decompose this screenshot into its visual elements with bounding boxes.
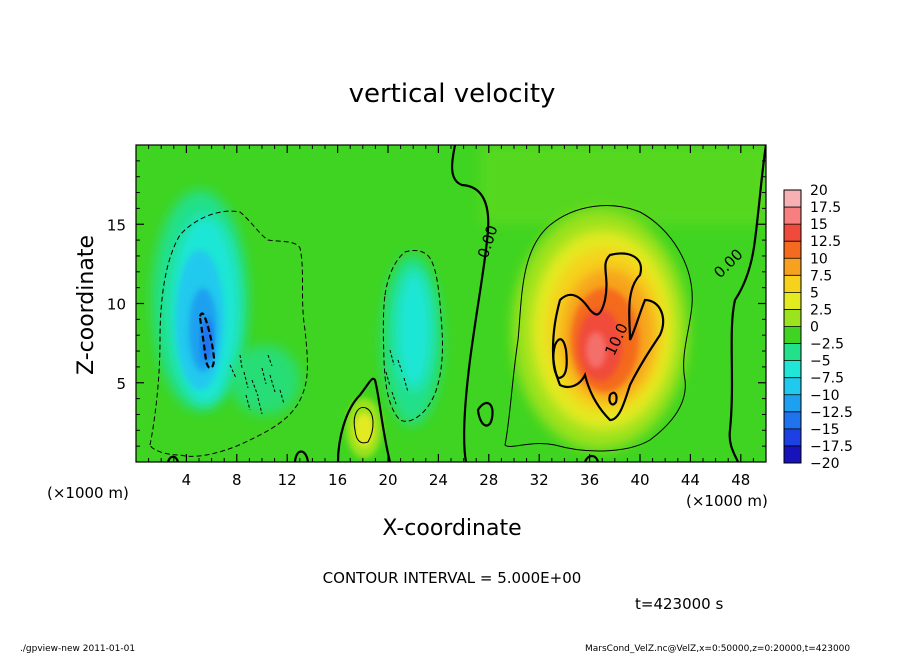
x-tick-label: 16 [328, 471, 347, 489]
colorbar-label: −5 [810, 354, 831, 370]
colorbar-label: 7.5 [810, 268, 832, 284]
y-tick-label: 5 [116, 375, 126, 393]
colorbar-swatch [784, 224, 801, 242]
y-axis-label: Z-coordinate [74, 235, 99, 375]
x-tick-label: 24 [429, 471, 448, 489]
colorbar-swatch [784, 207, 801, 225]
x-tick-label: 44 [681, 471, 700, 489]
colorbar-label: −20 [810, 456, 840, 472]
colorbar-swatch [784, 377, 801, 395]
y-axis: 5 10 15 [107, 160, 766, 447]
x-tick-label: 12 [278, 471, 297, 489]
y-tick-label: 15 [107, 216, 126, 234]
contour-interval-text: CONTOUR INTERVAL = 5.000E+00 [323, 569, 582, 587]
colorbar-swatch [784, 394, 801, 412]
colorbar-label: −17.5 [810, 439, 853, 455]
x-tick-label: 48 [731, 471, 750, 489]
colorbar-label: 20 [810, 183, 828, 199]
colorbar-swatch [784, 343, 801, 361]
colorbar-swatch [784, 258, 801, 276]
colorbar-label: 5 [810, 285, 819, 301]
colorbar-swatch [784, 292, 801, 310]
colorbar-swatch [784, 241, 801, 259]
colorbar-swatch [784, 275, 801, 293]
colorbar-label: 10 [810, 251, 828, 267]
x-axis-label: X-coordinate [382, 516, 521, 541]
x-tick-label: 8 [232, 471, 242, 489]
colorbar-swatch [784, 190, 801, 208]
colorbar-swatch [784, 309, 801, 327]
x-tick-label: 4 [182, 471, 192, 489]
chart-title: vertical velocity [349, 79, 556, 109]
y-unit-label: (×1000 m) [47, 484, 129, 502]
contours [149, 145, 766, 462]
colorbar-label: −2.5 [810, 337, 844, 353]
colorbar-label: −15 [810, 422, 840, 438]
colorbar-label: −7.5 [810, 371, 844, 387]
x-tick-label: 20 [378, 471, 397, 489]
colorbar-label: 17.5 [810, 200, 841, 216]
colorbar-swatch [784, 360, 801, 378]
y-tick-label: 10 [107, 296, 126, 314]
x-tick-label: 28 [479, 471, 498, 489]
x-tick-label: 36 [580, 471, 599, 489]
colorbar-label: −10 [810, 388, 840, 404]
colorbar-label: 0 [810, 320, 819, 336]
colorbar-swatch [784, 326, 801, 344]
colorbar-swatch [784, 445, 801, 463]
plot-area [136, 145, 766, 462]
x-axis: 4 8 12 16 20 24 28 32 36 40 44 48 [148, 145, 754, 489]
footer-right: MarsCond_VelZ.nc@VelZ,x=0:50000,z=0:2000… [585, 644, 850, 654]
colorbar-label: −12.5 [810, 405, 853, 421]
colorbar-label: 12.5 [810, 234, 841, 250]
colorbar-swatch [784, 428, 801, 446]
footer-left: ./gpview-new 2011-01-01 [20, 644, 135, 654]
x-tick-label: 32 [530, 471, 549, 489]
shading [152, 145, 766, 458]
x-tick-label: 40 [630, 471, 649, 489]
time-text: t=423000 s [635, 595, 723, 613]
x-unit-label: (×1000 m) [686, 492, 768, 510]
colorbar-swatch [784, 411, 801, 429]
colorbar-label: 15 [810, 217, 828, 233]
colorbar-label: 2.5 [810, 302, 832, 318]
